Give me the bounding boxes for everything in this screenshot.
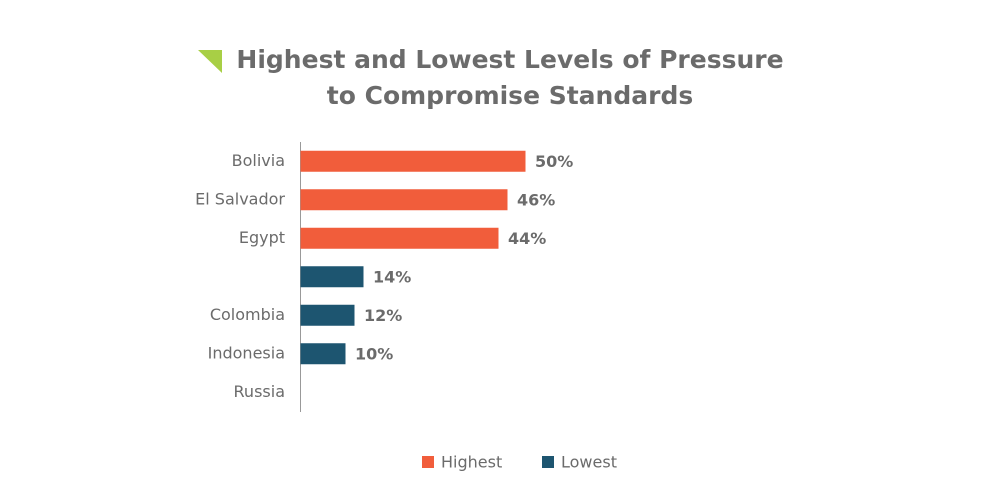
chart-title: Highest and Lowest Levels of Pressure	[236, 45, 783, 74]
category-label: El Salvador	[195, 189, 285, 208]
value-label: 14%	[373, 267, 411, 286]
bar	[300, 343, 346, 365]
bar	[300, 227, 499, 249]
category-label: Russia	[234, 382, 285, 401]
value-label: 44%	[508, 229, 546, 248]
bar	[300, 150, 526, 172]
category-label: Egypt	[239, 228, 285, 247]
value-label: 12%	[364, 306, 402, 325]
value-label: 10%	[355, 344, 393, 363]
title-icon	[198, 50, 222, 73]
bar	[300, 266, 364, 288]
category-label: Colombia	[210, 305, 285, 324]
bar	[300, 189, 508, 211]
value-label: 46%	[517, 190, 555, 209]
legend-label: Lowest	[561, 453, 617, 472]
chart-title: to Compromise Standards	[327, 81, 693, 110]
bar	[300, 304, 355, 326]
category-label: Bolivia	[232, 151, 285, 170]
legend-swatch	[542, 456, 554, 468]
legend-swatch	[422, 456, 434, 468]
legend-label: Highest	[441, 453, 502, 472]
value-label: 50%	[535, 152, 573, 171]
category-label: Indonesia	[208, 343, 285, 362]
